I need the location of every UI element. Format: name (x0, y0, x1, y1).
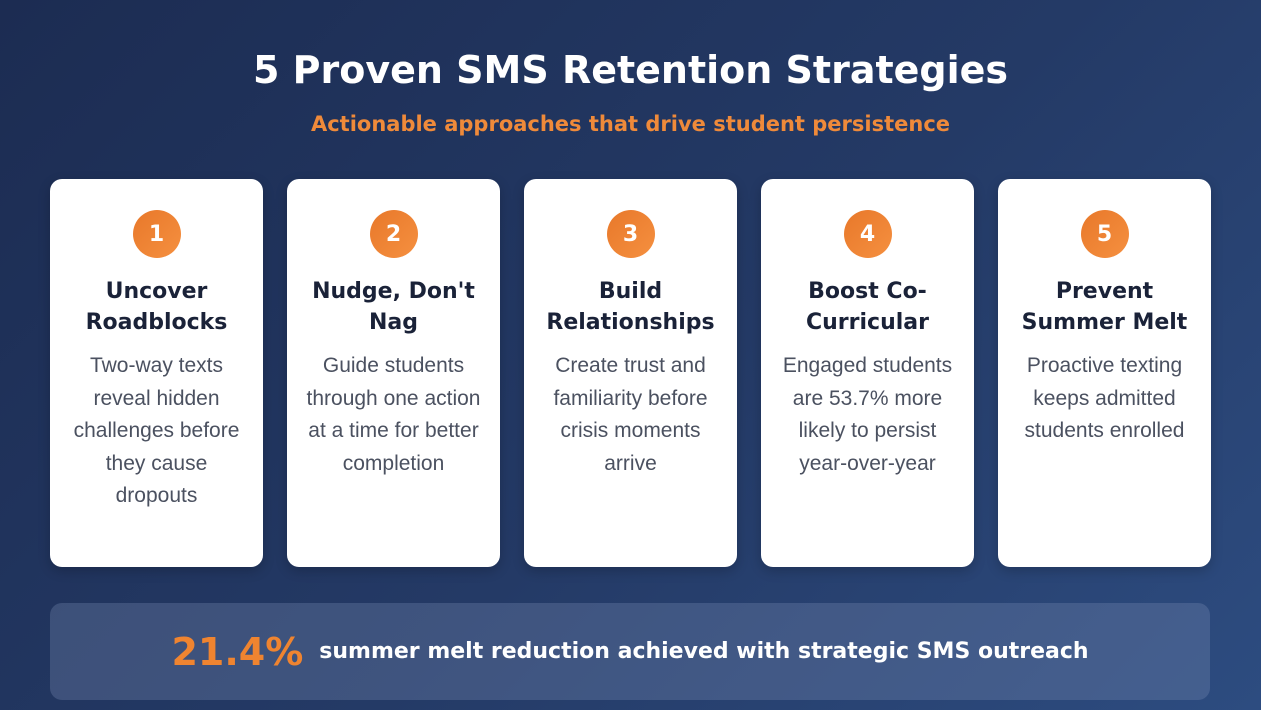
card-title: Nudge, Don't Nag (312, 279, 475, 335)
number-badge: 1 (132, 210, 181, 258)
card-title: Prevent Summer Melt (1021, 279, 1188, 335)
page-title: 5 Proven SMS Retention Strategies (252, 48, 1009, 92)
card-body: Two-way texts reveal hidden challenges b… (73, 354, 240, 507)
stat-banner: 21.4% summer melt reduction achieved wit… (50, 603, 1210, 700)
strategy-cards: 1 Uncover Roadblocks Two-way texts revea… (50, 179, 1211, 567)
number-badge: 2 (369, 210, 418, 258)
page-subtitle: Actionable approaches that drive student… (310, 112, 951, 136)
stat-value: 21.4% (171, 629, 304, 674)
card-title: Boost Co-Curricular (806, 279, 929, 335)
card-body: Proactive texting keeps admitted student… (1024, 354, 1185, 442)
strategy-card: 2 Nudge, Don't Nag Guide students throug… (287, 179, 500, 567)
number-badge: 4 (843, 210, 892, 258)
number-badge: 5 (1080, 210, 1129, 258)
stat-description: summer melt reduction achieved with stra… (319, 639, 1089, 664)
strategy-card: 4 Boost Co-Curricular Engaged students a… (761, 179, 974, 567)
strategy-card: 1 Uncover Roadblocks Two-way texts revea… (50, 179, 263, 567)
card-body: Guide students through one action at a t… (306, 354, 481, 475)
card-body: Engaged students are 53.7% more likely t… (782, 354, 953, 475)
strategy-card: 3 Build Relationships Create trust and f… (524, 179, 737, 567)
card-title: Build Relationships (546, 279, 715, 335)
strategy-card: 5 Prevent Summer Melt Proactive texting … (998, 179, 1211, 567)
number-badge: 3 (606, 210, 655, 258)
card-body: Create trust and familiarity before cris… (553, 354, 708, 475)
card-title: Uncover Roadblocks (85, 279, 228, 335)
